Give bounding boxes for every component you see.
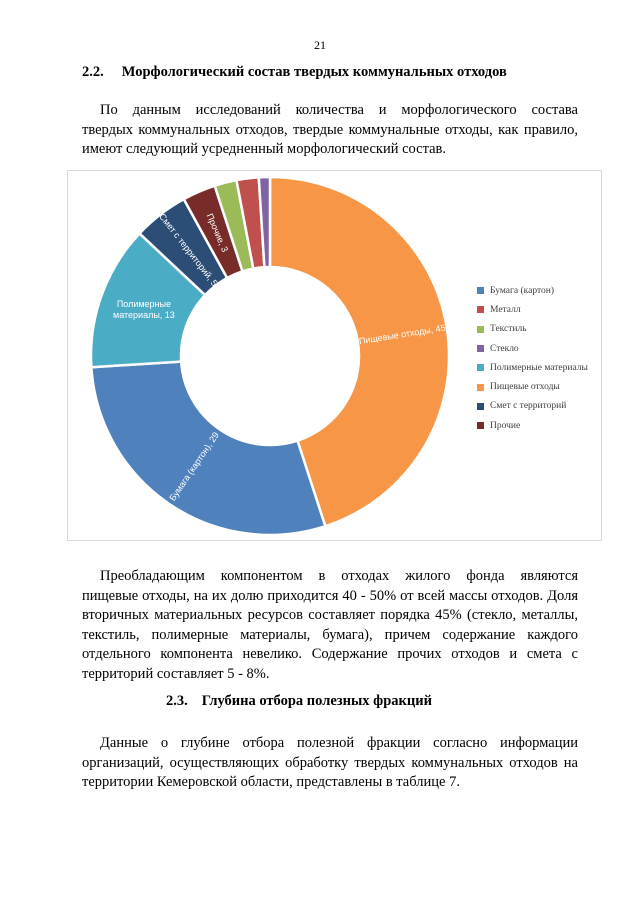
legend-swatch (477, 402, 484, 410)
text-line: твердых коммунальных отходов, твердые ко… (82, 121, 578, 138)
legend-swatch (477, 345, 484, 353)
text-line: имеют следующий усредненный морфологичес… (82, 141, 447, 157)
legend-label: Прочие (490, 420, 521, 431)
paragraph-depth: Данные о глубине отбора полезной фракции… (82, 734, 578, 793)
legend-item: Металл (477, 300, 588, 319)
legend-label: Текстиль (490, 324, 527, 335)
legend-item: Бумага (картон) (477, 281, 588, 300)
legend-item: Смет с территорий (477, 397, 588, 416)
chart-legend: Бумага (картон) Металл Текстиль Стекло Полим… (477, 281, 588, 435)
legend-item: Пищевые отходы (477, 377, 588, 396)
slice-1 (90, 360, 327, 537)
slice-7 (257, 175, 272, 269)
text-line: организаций, осуществляющих обработку тв… (82, 754, 578, 771)
text-line: Преобладающим компонентом в отходах жило… (100, 568, 578, 584)
section-number: 2.3. (166, 693, 188, 709)
paragraph-composition: Преобладающим компонентом в отходах жило… (82, 567, 578, 684)
text-line: отдельного компонента невелико. Содержан… (82, 646, 578, 662)
text-line: территории Кемеровской области, представ… (82, 774, 460, 790)
section-title: Морфологический состав твердых коммуналь… (121, 64, 507, 80)
legend-label: Пищевые отходы (490, 382, 560, 393)
legend-swatch (477, 325, 484, 333)
legend-swatch (477, 422, 484, 430)
legend-label: Полимерные материалы (490, 362, 588, 373)
legend-item: Полимерные материалы (477, 358, 588, 377)
legend-label: Бумага (картон) (490, 285, 554, 296)
text-line: вторичных материальных ресурсов составля… (82, 607, 578, 623)
legend-swatch (477, 306, 484, 314)
page-number: 21 (314, 38, 326, 52)
legend-label: Стекло (490, 343, 519, 354)
legend-item: Текстиль (477, 320, 588, 339)
legend-swatch (477, 383, 484, 391)
legend-swatch (477, 287, 484, 295)
legend-item: Прочие (477, 416, 588, 435)
text-line: По данным исследований количества и морф… (100, 102, 578, 118)
section-heading-2-2: 2.2. Морфологический состав твердых комму… (82, 64, 507, 81)
slice-0 (268, 175, 451, 528)
legend-label: Смет с территорий (490, 401, 567, 412)
text-line: территорий составляет 5 - 8%. (82, 665, 270, 682)
donut-chart: Пищевые отходы, 45 Бумага (картон), 29 Пол… (67, 170, 602, 541)
legend-label: Металл (490, 304, 521, 315)
section-heading-2-3: 2.3. Глубина отбора полезных фракций (166, 693, 432, 710)
legend-swatch (477, 364, 484, 372)
section-title: Глубина отбора полезных фракций (201, 693, 432, 709)
text-line: пищевые отходы, на их долю приходится 40… (82, 587, 578, 604)
text-line: текстиль, полимерные материалы, бумага),… (82, 626, 578, 643)
legend-item: Стекло (477, 339, 588, 358)
slice-label: Полимерные материалы, 13 (113, 300, 175, 321)
paragraph-intro: По данным исследований количества и морф… (82, 101, 578, 160)
section-number: 2.2. (82, 64, 104, 80)
text-line: Данные о глубине отбора полезной фракции… (100, 735, 578, 751)
